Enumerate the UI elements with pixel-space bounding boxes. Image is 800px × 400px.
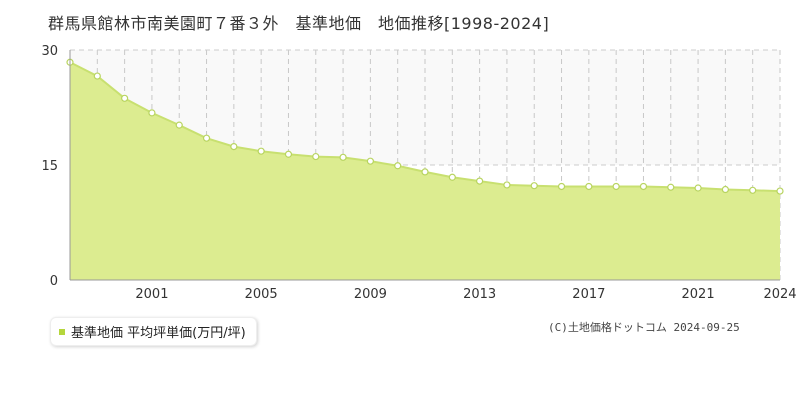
y-tick-labels: 0 15 30 [41, 44, 58, 289]
y-tick-label: 0 [50, 274, 58, 289]
x-tick-label: 2013 [463, 287, 496, 302]
x-tick-label: 2005 [245, 287, 278, 302]
data-point [257, 147, 265, 155]
y-tick-label: 30 [41, 44, 58, 59]
data-point [148, 109, 156, 117]
data-point [749, 186, 757, 194]
axes [69, 50, 780, 281]
x-tick-label: 2009 [354, 287, 387, 302]
x-tick-label: 2021 [682, 287, 715, 302]
chart-title: 群馬県館林市南美園町７番３外 基準地価 地価推移[1998-2024] [48, 14, 550, 33]
data-point [202, 134, 211, 142]
data-point [312, 152, 320, 161]
data-point [530, 182, 538, 190]
data-point [93, 72, 101, 80]
data-point [667, 183, 675, 191]
data-point [284, 150, 293, 158]
copyright-text: (C)土地価格ドットコム 2024-09-25 [548, 321, 740, 334]
data-point [694, 184, 702, 192]
data-point [448, 173, 456, 181]
data-point [230, 143, 238, 151]
y-tick-label: 15 [41, 159, 58, 174]
legend-label: 基準地価 平均坪単価(万円/坪) [71, 326, 246, 341]
data-point [476, 177, 484, 185]
data-point [394, 162, 402, 170]
data-point [366, 157, 374, 165]
legend: 基準地価 平均坪単価(万円/坪) [50, 317, 257, 346]
data-point [175, 121, 183, 129]
x-tick-label: 2017 [572, 287, 605, 302]
data-point [339, 153, 347, 161]
legend-marker-icon [59, 328, 65, 335]
data-point [639, 182, 648, 191]
data-point [721, 185, 729, 194]
data-point [585, 182, 593, 191]
data-point [776, 187, 784, 195]
data-point [612, 182, 620, 191]
x-tick-label: 2024 [763, 287, 796, 302]
area-fill [70, 62, 780, 281]
data-point [421, 168, 429, 176]
data-point [121, 94, 129, 102]
data-point [557, 182, 566, 191]
data-point [503, 181, 511, 189]
x-tick-labels: 2001 2005 2009 2013 2017 2021 2024 [135, 287, 796, 302]
x-tick-label: 2001 [135, 287, 168, 302]
data-points [66, 58, 784, 195]
